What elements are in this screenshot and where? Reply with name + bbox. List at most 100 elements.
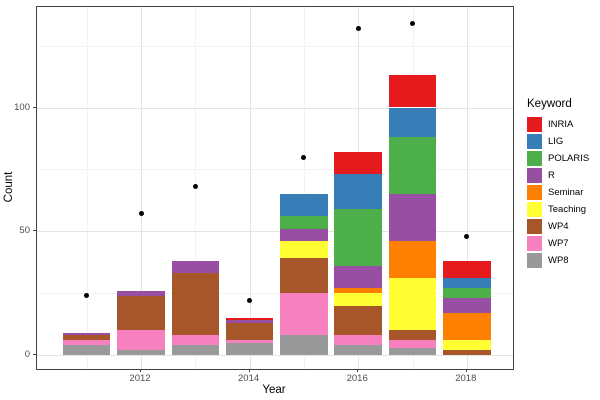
- bar-segment-polaris-2017: [388, 137, 437, 195]
- legend-key-swatch: [527, 218, 542, 234]
- bar-segment-wp7-2012: [117, 330, 165, 351]
- legend-item-label: Teaching: [548, 203, 587, 215]
- bar-segment-teaching-2017: [388, 278, 437, 331]
- bar-segment-wp4-2016: [334, 305, 382, 336]
- bar-segment-r-2011: [62, 332, 111, 336]
- gridline-minor-vertical: [86, 7, 88, 369]
- legend-item-lig: LIG: [527, 133, 589, 149]
- x-tick-label: 2014: [238, 373, 260, 384]
- bar-segment-inria-2014: [225, 317, 274, 321]
- bar-segment-wp7-2014: [225, 340, 274, 343]
- bar-segment-r-2013: [171, 260, 220, 274]
- legend-item-label: LIG: [548, 135, 564, 147]
- legend-item-wp4: WP4: [527, 218, 589, 234]
- data-point-2013: [192, 184, 198, 190]
- bar-segment-wp8-2014: [225, 342, 274, 355]
- gridline-major-horizontal: [37, 355, 513, 356]
- data-point-2015: [301, 154, 307, 160]
- bar-segment-r-2018: [443, 298, 491, 313]
- legend: Keyword INRIA LIG POLARIS R Seminar Teaching W…: [527, 98, 589, 269]
- legend-key-swatch: [527, 184, 542, 200]
- data-point-2017: [410, 20, 415, 26]
- bar-segment-teaching-2016: [334, 293, 382, 306]
- data-point-2014: [247, 298, 253, 304]
- y-tick-mark: [33, 106, 36, 108]
- legend-key-swatch: [527, 167, 542, 183]
- legend-item-wp8: WP8: [527, 252, 589, 268]
- bar-segment-wp4-2015: [280, 258, 328, 294]
- data-point-2011: [84, 293, 90, 299]
- bar-segment-r-2014: [225, 320, 274, 323]
- x-tick-mark: [357, 369, 359, 372]
- legend-item-label: WP4: [548, 220, 569, 232]
- bar-segment-r-2017: [388, 194, 437, 242]
- x-tick-label: 2012: [129, 373, 151, 384]
- legend-item-r: R: [527, 167, 589, 183]
- bar-segment-wp4-2012: [117, 295, 165, 331]
- bar-segment-seminar-2016: [334, 288, 382, 294]
- legend-item-teaching: Teaching: [527, 201, 589, 217]
- gridline-major-vertical: [249, 7, 251, 369]
- gridline-major-vertical: [141, 7, 142, 369]
- bar-segment-wp4-2013: [171, 273, 220, 336]
- legend-title: Keyword: [527, 98, 572, 110]
- y-tick-label: 100: [14, 101, 30, 113]
- legend-item-label: Seminar: [548, 186, 584, 198]
- x-tick-label: 2018: [455, 373, 477, 384]
- gridline-minor-horizontal: [37, 45, 513, 47]
- x-tick-mark: [465, 369, 467, 372]
- data-point-2016: [355, 25, 361, 31]
- bar-segment-wp8-2016: [334, 345, 382, 355]
- x-tick-label: 2016: [346, 373, 368, 384]
- bar-segment-r-2015: [280, 228, 328, 242]
- bar-segment-polaris-2015: [280, 216, 328, 229]
- bar-segment-wp4-2014: [225, 322, 274, 341]
- legend-item-wp7: WP7: [527, 235, 589, 251]
- legend-key-swatch: [527, 201, 542, 217]
- bar-segment-wp4-2018: [443, 350, 491, 355]
- bar-segment-wp7-2016: [334, 335, 382, 346]
- y-axis-title: Count: [3, 171, 15, 203]
- legend-key-swatch: [527, 133, 542, 149]
- bar-segment-lig-2017: [388, 107, 437, 138]
- bar-segment-wp8-2013: [171, 345, 220, 355]
- legend-key-swatch: [527, 150, 542, 166]
- legend-items: INRIA LIG POLARIS R Seminar Teaching WP4 WP7 WP8: [527, 116, 589, 268]
- y-tick-label: 0: [24, 349, 30, 360]
- bar-segment-lig-2015: [280, 194, 328, 217]
- gridline-major-horizontal: [37, 231, 513, 233]
- bar-segment-wp8-2015: [280, 335, 328, 355]
- bar-segment-polaris-2016: [334, 208, 382, 266]
- legend-item-label: WP8: [548, 254, 569, 266]
- bar-segment-inria-2016: [334, 152, 382, 175]
- gridline-minor-vertical: [303, 7, 305, 369]
- gridline-minor-horizontal: [37, 293, 513, 295]
- bar-segment-wp4-2011: [62, 335, 111, 341]
- x-tick-mark: [248, 369, 250, 372]
- legend-key-swatch: [527, 116, 542, 132]
- bar-segment-seminar-2018: [443, 312, 491, 341]
- bar-segment-lig-2018: [443, 278, 491, 289]
- gridline-major-horizontal: [37, 107, 513, 109]
- x-axis-title: Year: [262, 384, 286, 396]
- bar-segment-lig-2016: [334, 174, 382, 209]
- bar-segment-wp8-2017: [388, 347, 437, 355]
- bar-segment-teaching-2015: [280, 241, 328, 259]
- data-point-2012: [138, 211, 144, 217]
- legend-key-swatch: [527, 235, 542, 251]
- bar-segment-inria-2017: [388, 75, 437, 108]
- bar-segment-seminar-2017: [388, 241, 437, 279]
- bar-segment-polaris-2018: [443, 288, 491, 299]
- legend-item-polaris: POLARIS: [527, 150, 589, 166]
- y-tick-mark: [33, 230, 36, 232]
- legend-item-inria: INRIA: [527, 116, 589, 132]
- legend-key-swatch: [527, 252, 542, 268]
- legend-item-label: POLARIS: [548, 152, 590, 164]
- bar-segment-teaching-2018: [443, 340, 491, 351]
- bar-segment-wp7-2011: [62, 340, 111, 346]
- bar-segment-inria-2018: [443, 260, 491, 279]
- legend-item-label: R: [548, 169, 555, 181]
- bar-segment-wp7-2017: [388, 340, 437, 348]
- data-point-2018: [464, 233, 470, 239]
- gridline-major-vertical: [466, 7, 468, 369]
